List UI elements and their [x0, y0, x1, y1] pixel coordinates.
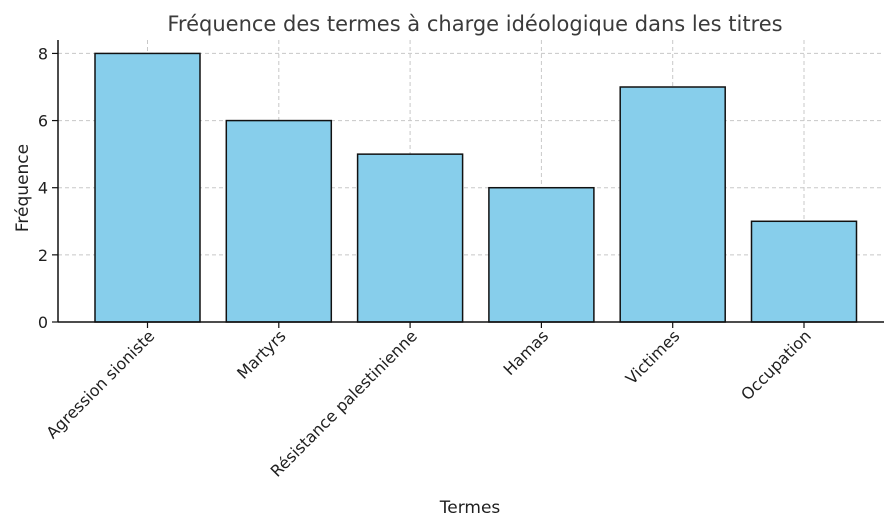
y-tick-label-2: 4 [38, 179, 48, 198]
bar-5 [750, 220, 858, 323]
y-tick-label-3: 6 [38, 112, 48, 131]
bar-3 [488, 186, 595, 323]
x-tick-label-1: Martyrs [233, 326, 289, 382]
y-axis-label: Fréquence [13, 144, 33, 232]
plot-area: 0 2 4 6 8 Agression sioniste MartyrsRésistance… [38, 40, 884, 481]
y-tick-label-4: 8 [38, 44, 48, 63]
bar-0 [94, 52, 201, 323]
x-tick-label-3: Hamas [500, 326, 553, 379]
bar-4 [619, 86, 726, 323]
chart-title: Fréquence des termes à charge idéologiqu… [167, 12, 782, 36]
bar-2 [356, 153, 464, 323]
x-tick-label-0: Agression sioniste [42, 326, 158, 442]
x-tick-label-4: Victimes [622, 326, 684, 388]
y-tick-label-1: 2 [38, 246, 48, 265]
x-tick-label-5: Occupation [737, 326, 815, 404]
x-tick-label-2: Résistance palestinienne [267, 326, 421, 480]
y-tick-label-0: 0 [38, 313, 48, 332]
x-axis-label: Termes [439, 498, 501, 518]
bar-1 [225, 119, 333, 323]
